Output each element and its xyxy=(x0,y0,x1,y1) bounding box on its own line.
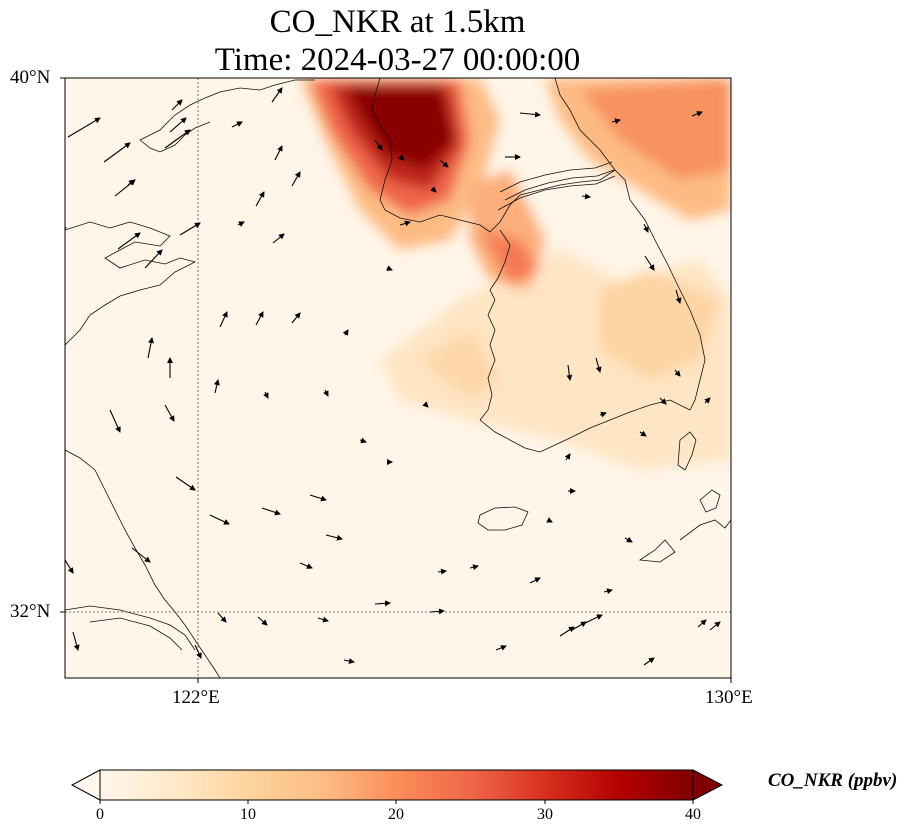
wind-vector-arrow xyxy=(564,453,571,461)
wind-vector-arrow xyxy=(546,517,553,523)
wind-vector-arrow xyxy=(257,616,268,626)
wind-vector-arrow xyxy=(495,645,507,651)
wind-vector-arrow xyxy=(263,391,269,399)
wind-vector-arrow xyxy=(359,437,367,444)
wind-vector-arrow xyxy=(194,644,202,659)
wind-vector-arrow xyxy=(581,193,591,200)
wind-vector-arrow xyxy=(144,249,163,269)
map-title-line1: CO_NKR at 1.5km xyxy=(269,4,526,40)
wind-vector-arrow xyxy=(175,476,196,491)
wind-vector-arrow xyxy=(131,547,151,563)
wind-vector-arrow xyxy=(147,337,154,359)
lat-tick-label-40n: 40°N xyxy=(10,67,51,88)
concentration-field xyxy=(65,78,731,678)
wind-vector-arrow xyxy=(398,154,405,161)
wind-vector-arrow xyxy=(691,111,703,117)
lon-tick-label-130e: 130°E xyxy=(705,687,753,708)
wind-vector-arrow xyxy=(343,658,355,664)
wind-vector-arrow xyxy=(519,111,541,118)
wind-vector-arrow xyxy=(697,619,707,628)
lon-tick-label-122e: 122°E xyxy=(172,687,220,708)
colorbar-label: CO_NKR (ppbv) xyxy=(768,770,898,791)
wind-vector-arrow xyxy=(231,121,243,128)
wind-vector-arrow xyxy=(386,265,393,271)
wind-vector-arrow xyxy=(103,142,131,163)
colorbar-tick-40: 40 xyxy=(685,806,701,823)
wind-vectors xyxy=(65,87,721,666)
wind-vector-arrow xyxy=(674,369,681,377)
wind-vector-arrow xyxy=(171,99,183,111)
wind-vector-arrow xyxy=(469,564,479,571)
lat-tick-label-32n: 32°N xyxy=(10,601,51,622)
wind-vector-arrow xyxy=(169,117,187,133)
wind-vector-arrow xyxy=(179,222,201,236)
wind-vector-arrow xyxy=(274,145,283,161)
colorbar xyxy=(70,769,724,804)
wind-vector-arrow xyxy=(342,329,349,336)
wind-vector-arrow xyxy=(437,568,447,575)
colorbar-tick-20: 20 xyxy=(388,806,404,823)
colorbar-tick-0: 0 xyxy=(96,806,104,823)
wind-vector-arrow xyxy=(317,616,329,623)
wind-vector-arrow xyxy=(595,357,602,373)
wind-vector-arrow xyxy=(624,536,633,543)
wind-vector-arrow xyxy=(291,312,301,324)
colorbar-tick-10: 10 xyxy=(240,806,256,823)
wind-vector-arrow xyxy=(219,311,228,328)
wind-vector-arrow xyxy=(117,232,141,250)
axis-ticks xyxy=(60,77,732,683)
wind-vector-arrow xyxy=(709,621,721,631)
wind-vector-arrow xyxy=(643,223,649,233)
wind-vector-arrow xyxy=(291,171,301,187)
wind-vector-arrow xyxy=(67,117,101,138)
wind-vector-arrow xyxy=(237,221,245,227)
wind-vector-arrow xyxy=(164,404,175,422)
wind-vector-arrow xyxy=(639,430,647,437)
wind-vector-arrow xyxy=(299,562,313,569)
wind-vector-arrow xyxy=(644,255,655,271)
wind-vector-arrow xyxy=(704,397,711,404)
wind-vector-arrow xyxy=(399,220,411,227)
map-title-line2: Time: 2024-03-27 00:00:00 xyxy=(214,42,581,78)
wind-vector-arrow xyxy=(271,87,283,103)
wind-vector-arrow xyxy=(429,608,445,615)
wind-vector-arrow xyxy=(213,379,220,394)
wind-vector-arrow xyxy=(309,494,327,502)
wind-vector-arrow xyxy=(659,397,667,405)
wind-vector-arrow xyxy=(643,657,655,666)
wind-vector-arrow xyxy=(72,631,80,651)
wind-vector-arrow xyxy=(422,401,429,408)
wind-vector-arrow xyxy=(109,409,121,433)
colorbar-tick-30: 30 xyxy=(537,806,553,823)
wind-vector-arrow xyxy=(261,507,281,516)
wind-vector-arrow xyxy=(603,588,613,595)
wind-vector-arrow xyxy=(599,411,607,418)
wind-vector-arrow xyxy=(582,614,603,625)
wind-vector-arrow xyxy=(209,514,230,525)
wind-vector-arrow xyxy=(255,311,264,326)
gridlines xyxy=(65,78,731,678)
map-frame xyxy=(64,77,732,679)
wind-vector-arrow xyxy=(374,600,391,607)
wind-vector-arrow xyxy=(439,159,449,168)
wind-vector-arrow xyxy=(255,191,265,207)
wind-vector-arrow xyxy=(566,364,573,381)
wind-vector-arrow xyxy=(430,186,437,193)
wind-vector-arrow xyxy=(65,559,74,574)
wind-vector-arrow xyxy=(127,179,135,186)
wind-vector-arrow xyxy=(611,118,621,125)
wind-vector-arrow xyxy=(272,233,285,244)
wind-vector-arrow xyxy=(217,612,227,623)
wind-vector-arrow xyxy=(675,289,682,304)
wind-vector-arrow xyxy=(559,626,575,637)
coastlines xyxy=(65,78,731,678)
wind-vector-arrow xyxy=(529,577,541,584)
wind-vector-arrow xyxy=(374,139,383,151)
wind-vector-arrow xyxy=(325,534,343,541)
wind-vector-arrow xyxy=(323,389,329,397)
wind-vector-arrow xyxy=(164,129,191,149)
